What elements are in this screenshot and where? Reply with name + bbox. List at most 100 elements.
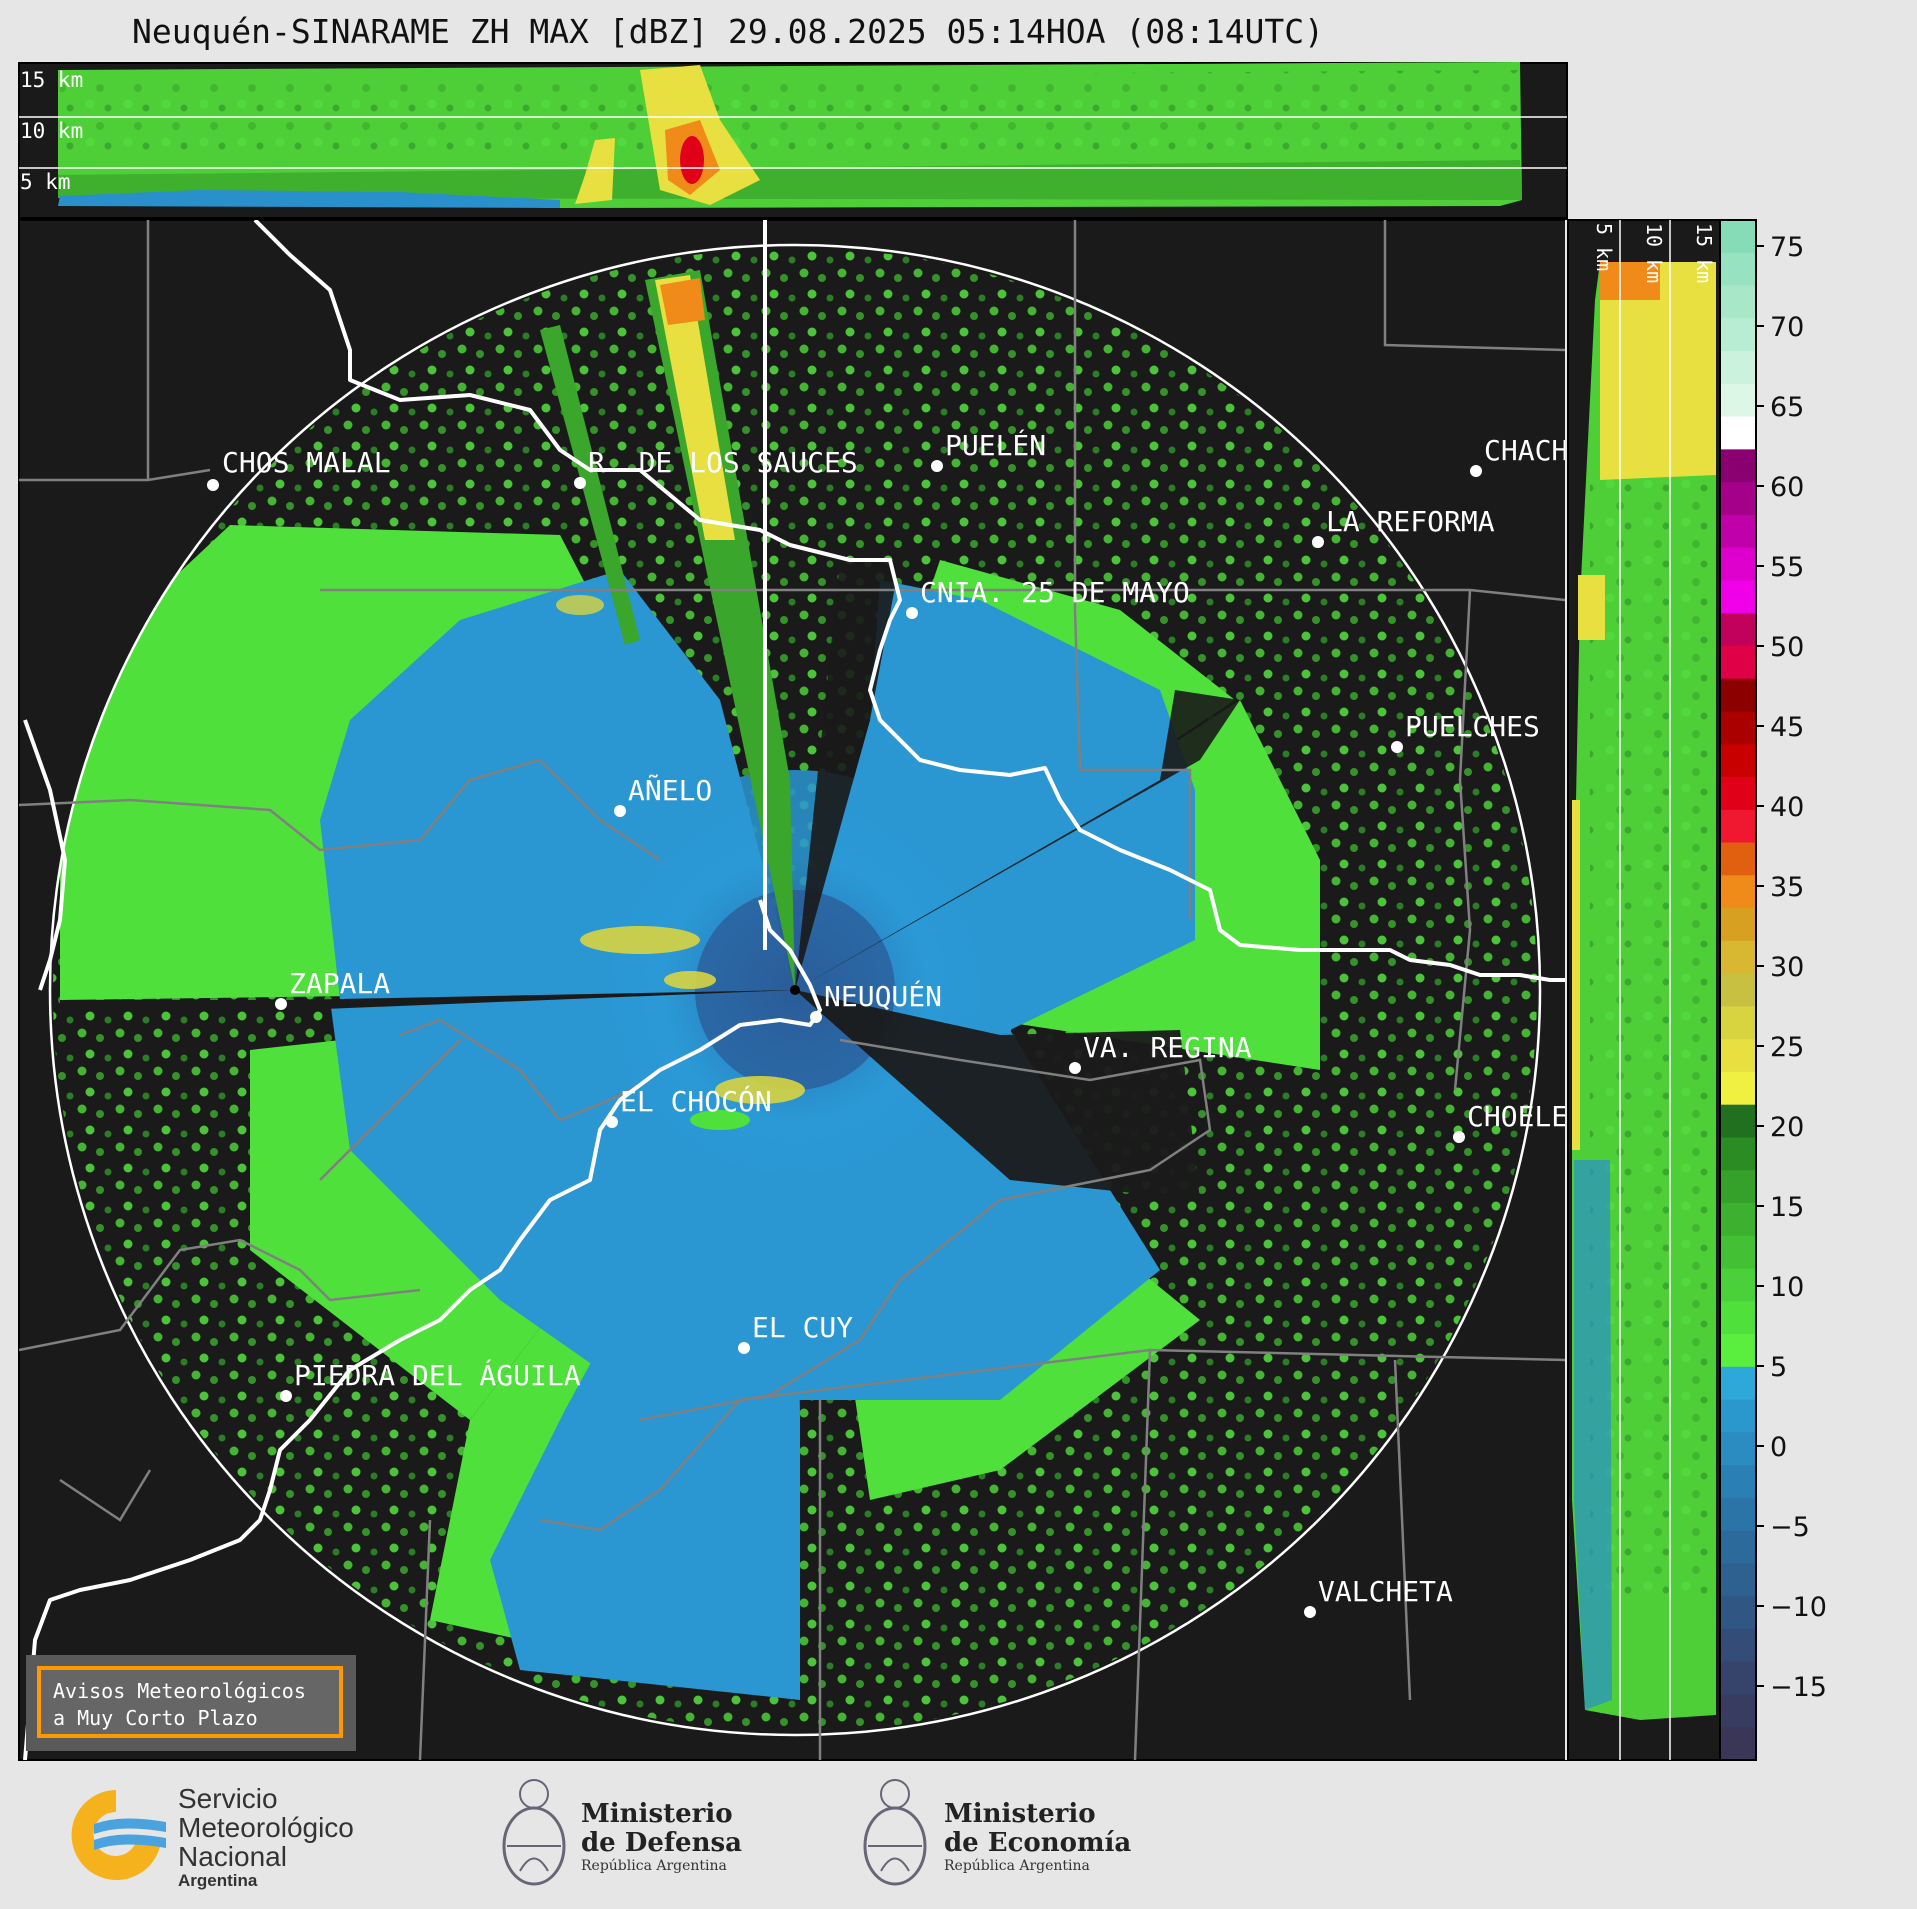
national-shield-icon [502, 1779, 566, 1886]
smn-line3: Nacional [178, 1841, 287, 1872]
svg-text:EL CHOCÓN: EL CHOCÓN [620, 1084, 772, 1118]
colorbar-swatch [1720, 777, 1756, 811]
colorbar-tick-label: 60 [1770, 472, 1804, 503]
svg-text:PIEDRA DEL ÁGUILA: PIEDRA DEL ÁGUILA [294, 1358, 581, 1392]
colorbar-swatch [1720, 809, 1756, 844]
colorbar-swatch [1720, 1497, 1756, 1532]
smn-logo: Servicio Meteorológico Nacional Argentin… [56, 1782, 386, 1890]
colorbar-tick-label: 10 [1770, 1272, 1804, 1303]
colorbar-swatch [1720, 383, 1756, 418]
colorbar-swatch [1720, 285, 1756, 319]
city-el-cuy: EL CUY [738, 1311, 853, 1354]
svg-text:CHOS MALAL: CHOS MALAL [222, 446, 391, 479]
side-profile-label-10km: 10 km [1642, 223, 1666, 283]
colorbar-swatch [1720, 1268, 1756, 1302]
warning-button[interactable]: Avisos Meteorológicos a Muy Corto Plazo [37, 1666, 343, 1738]
city-villa-regina: VA. REGINA [1069, 1031, 1252, 1074]
colorbar-tick-label: −15 [1770, 1672, 1827, 1703]
svg-text:R. DE LOS SAUCES: R. DE LOS SAUCES [588, 446, 858, 479]
colorbar-tick-label: 0 [1770, 1432, 1787, 1463]
smn-line4: Argentina [178, 1871, 258, 1890]
city-neuquen: NEUQUÉN [810, 979, 942, 1023]
defensa-line3: República Argentina [581, 1858, 727, 1874]
top-profile-label-5km: 5 km [20, 170, 71, 194]
top-height-profile: 15 km 10 km 5 km [18, 62, 1568, 219]
colorbar-swatch [1720, 252, 1756, 287]
city-valcheta: VALCHETA [1304, 1575, 1453, 1618]
svg-text:VA. REGINA: VA. REGINA [1083, 1031, 1252, 1064]
colorbar-swatch [1720, 973, 1756, 1007]
colorbar-swatch [1720, 908, 1756, 942]
echo-north-streak [645, 270, 795, 990]
side-profile-label-5km: 5 km [1592, 223, 1616, 271]
economia-line1: Ministerio [944, 1799, 1096, 1829]
smn-emblem-icon [71, 1790, 166, 1880]
radar-map: CHOS MALAL R. DE LOS SAUCES PUELÉN CHACH… [18, 219, 1571, 1761]
defensa-line1: Ministerio [581, 1799, 733, 1829]
colorbar-swatch [1720, 1039, 1756, 1073]
colorbar-swatch [1720, 1071, 1756, 1106]
colorbar-swatch [1720, 842, 1756, 876]
economia-line2: de Economía [944, 1828, 1132, 1858]
svg-text:VALCHETA: VALCHETA [1318, 1575, 1453, 1608]
colorbar-swatch [1720, 1399, 1756, 1433]
colorbar-swatch [1720, 1432, 1756, 1466]
colorbar-tick-label: 50 [1770, 632, 1804, 663]
top-profile-label-10km: 10 km [20, 119, 83, 143]
city-colonia-25-de-mayo: CNIA. 25 DE MAYO [906, 576, 1190, 619]
colorbar-tick-label: −10 [1770, 1592, 1827, 1623]
colorbar-swatch [1720, 1202, 1756, 1237]
colorbar-swatch [1720, 875, 1756, 909]
colorbar-swatch [1720, 449, 1756, 483]
colorbar-tick-label: 65 [1770, 392, 1804, 423]
svg-text:PUELÉN: PUELÉN [945, 428, 1046, 462]
svg-text:CHACH: CHACH [1484, 434, 1568, 467]
svg-text:LA REFORMA: LA REFORMA [1326, 505, 1495, 538]
colorbar-tick-label: 30 [1770, 952, 1804, 983]
national-shield-icon [863, 1779, 927, 1886]
city-zapala: ZAPALA [275, 967, 390, 1010]
colorbar-swatch [1720, 744, 1756, 778]
colorbar-tick-label: 35 [1770, 872, 1804, 903]
city-chacharramendi: CHACH [1470, 434, 1568, 477]
city-puelches: PUELCHES [1391, 710, 1540, 753]
warning-line1: Avisos Meteorológicos [53, 1679, 306, 1703]
colorbar-swatch [1720, 1694, 1756, 1728]
svg-text:EL CUY: EL CUY [752, 1311, 853, 1344]
svg-text:PUELCHES: PUELCHES [1405, 710, 1540, 743]
smn-line2: Meteorológico [178, 1812, 354, 1843]
ministerio-economia-logo: Ministerio de Economía República Argenti… [856, 1776, 1156, 1896]
colorbar-swatch [1720, 1104, 1756, 1139]
colorbar-swatch [1720, 1137, 1756, 1171]
colorbar-swatch [1720, 1366, 1756, 1401]
colorbar-tick-label: 40 [1770, 792, 1804, 823]
side-profile-label-15km: 15 km [1692, 223, 1716, 283]
svg-text:NEUQUÉN: NEUQUÉN [824, 979, 942, 1013]
colorbar-swatch [1720, 613, 1756, 647]
economia-line3: República Argentina [944, 1858, 1090, 1874]
defensa-line2: de Defensa [581, 1828, 742, 1858]
colorbar-tick-label: 15 [1770, 1192, 1804, 1223]
radar-site-marker [790, 985, 800, 995]
colorbar-swatch [1720, 1530, 1756, 1565]
city-markers: CHOS MALAL R. DE LOS SAUCES PUELÉN CHACH… [207, 428, 1568, 1618]
colorbar-swatch [1720, 1170, 1756, 1204]
radar-title: Neuquén-SINARAME ZH MAX [dBZ] 29.08.2025… [131, 12, 1325, 51]
colorbar-swatch [1720, 351, 1756, 385]
city-rincon-de-los-sauces: R. DE LOS SAUCES [574, 446, 858, 489]
province-borders [23, 220, 1565, 1760]
colorbar-swatch [1720, 547, 1756, 582]
colorbar-tick-label: 55 [1770, 552, 1804, 583]
colorbar-swatch [1720, 220, 1756, 254]
colorbar-tick-label: 5 [1770, 1352, 1787, 1383]
colorbar-swatch [1720, 580, 1756, 614]
colorbar-swatch [1720, 514, 1756, 549]
svg-text:CNIA. 25 DE MAYO: CNIA. 25 DE MAYO [920, 576, 1190, 609]
department-borders [19, 220, 1565, 1760]
colorbar-swatch [1720, 1006, 1756, 1040]
colorbar-tick-label: −5 [1770, 1512, 1810, 1543]
colorbar-swatch [1720, 482, 1756, 516]
city-choele-choel: CHOELE [1453, 1100, 1568, 1143]
city-la-reforma: LA REFORMA [1312, 505, 1495, 548]
colorbar-swatch [1720, 416, 1756, 450]
